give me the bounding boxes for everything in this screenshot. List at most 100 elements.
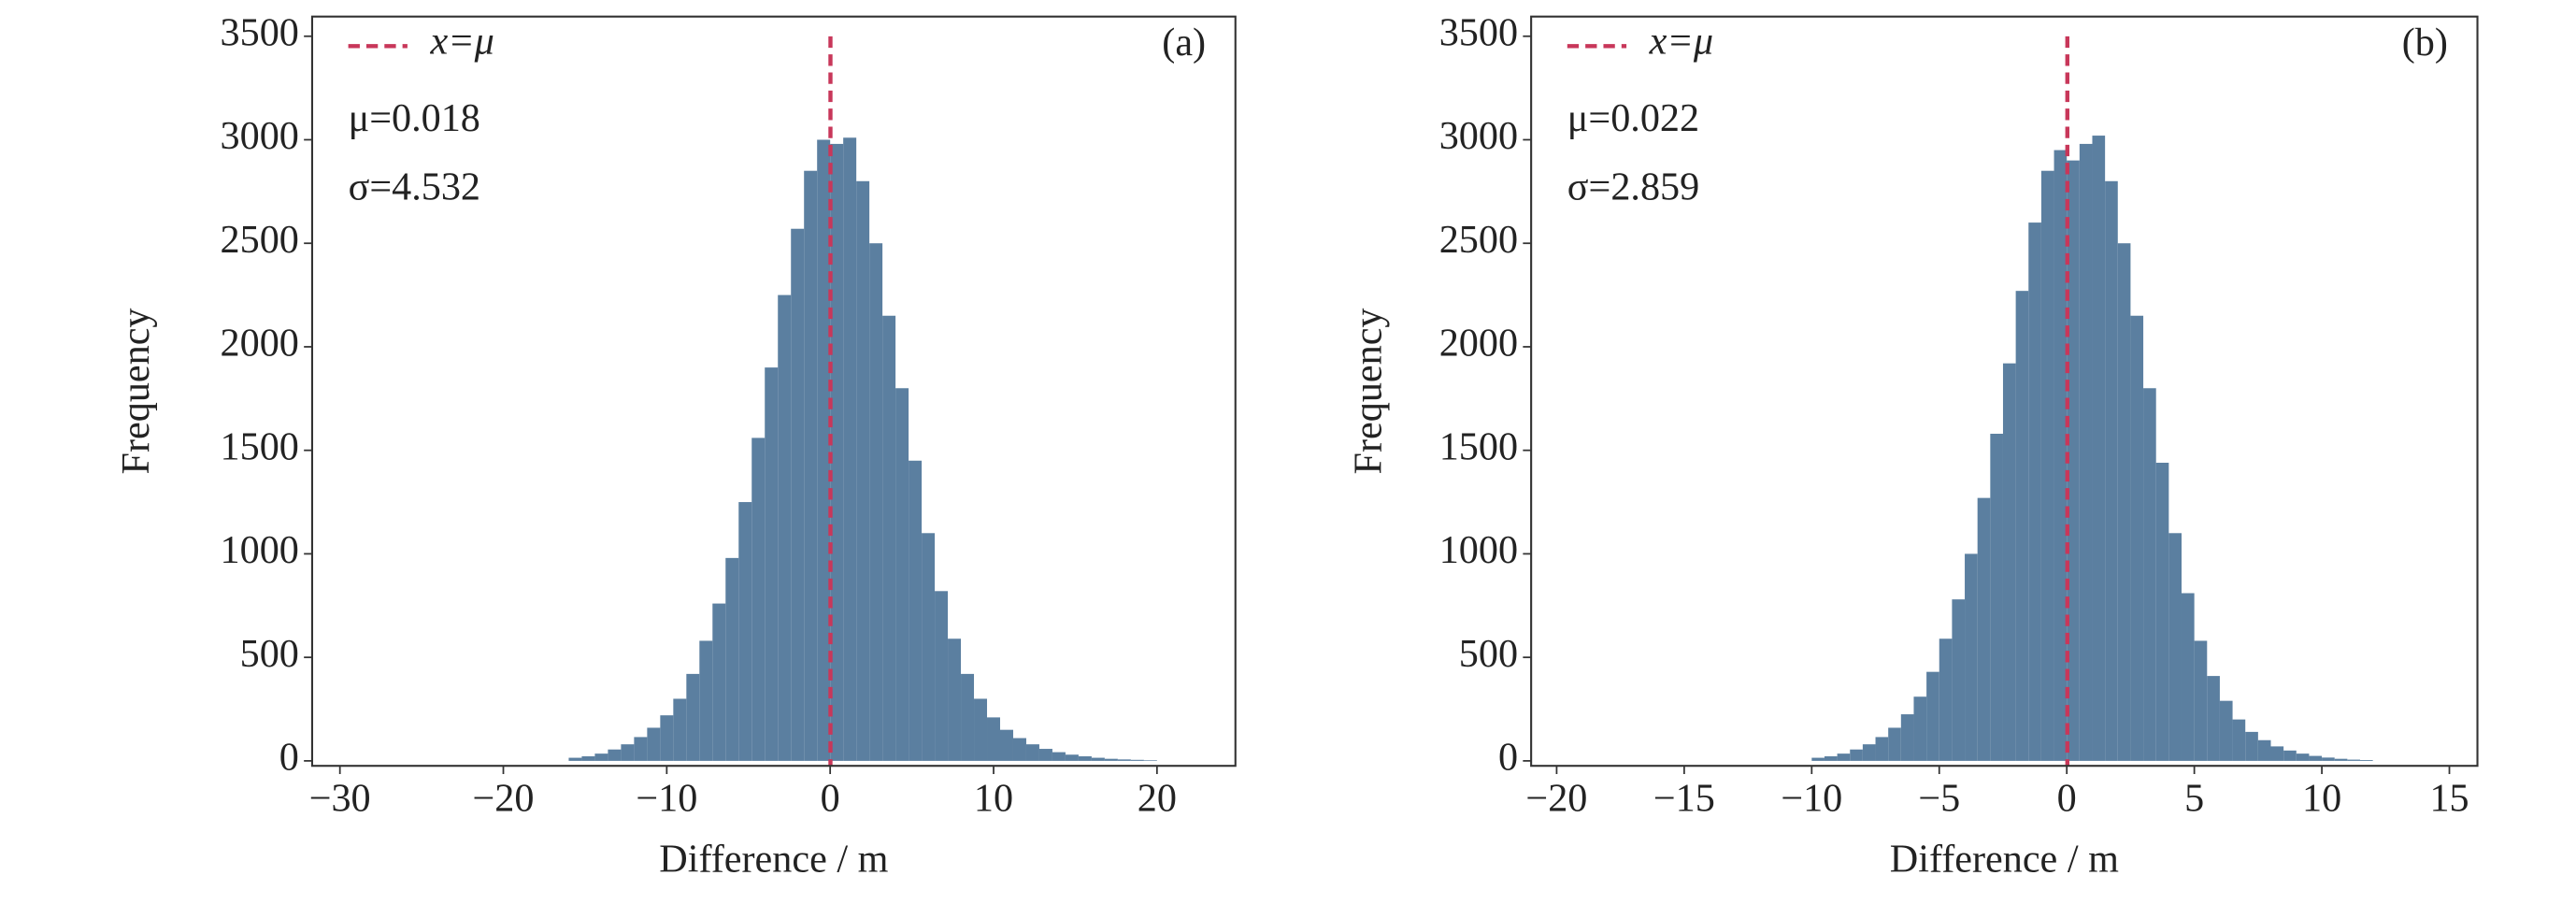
y-tick-label: 2000 [1439,322,1518,366]
bar [1875,737,1889,761]
bar [817,139,831,761]
bar [869,243,883,761]
bar [1837,753,1851,761]
bar [843,137,857,761]
bar [1888,727,1901,761]
x-axis-label: Difference / m [659,838,888,882]
bar [2117,243,2131,761]
bar [2002,363,2016,761]
bar [725,557,739,761]
bar [791,228,805,761]
bar [2040,170,2054,761]
bar [1065,754,1079,761]
bar [738,502,752,761]
bar [1850,749,1863,761]
bar [608,749,622,761]
bar [699,640,713,761]
bar [2245,731,2258,761]
y-tick-label: 0 [279,736,299,780]
y-tick-label: 3000 [1439,114,1518,158]
x-tick-label: −10 [1781,777,1842,821]
bar [922,533,936,761]
bar [581,756,595,761]
bar [765,367,779,761]
bar [935,591,949,761]
bar [948,639,962,761]
x-tick-label: 10 [2302,777,2341,821]
x-tick-label: 20 [1138,777,1177,821]
bar [660,715,674,761]
bar [1939,639,1953,761]
bar [2181,593,2195,761]
bar [647,727,661,761]
y-tick-label: 1000 [221,528,299,572]
panel-label: (b) [2402,21,2448,65]
plot-frame [310,15,1237,768]
annotation: σ=4.532 [349,165,480,209]
x-tick-label: 0 [821,777,840,821]
x-tick-label: 10 [974,777,1013,821]
bar [1990,433,2003,761]
legend-label: x=μ [1649,19,1713,63]
bar [2067,160,2080,761]
bar [1038,749,1052,761]
x-tick-label: −5 [1918,777,1960,821]
bar [1078,756,1092,761]
bar [2334,758,2348,761]
bar [882,315,896,761]
bar [2028,222,2041,761]
x-tick-label: −10 [636,777,697,821]
bar [1926,671,1939,761]
x-tick-label: 0 [2057,777,2077,821]
y-tick-label: 500 [1459,632,1518,676]
bar [712,603,726,761]
legend-label: x=μ [430,19,494,63]
x-tick-label: −30 [309,777,371,821]
bar [1143,760,1157,761]
x-axis-label: Difference / m [1890,838,2119,882]
y-tick-label: 3500 [221,10,299,54]
bar [568,757,582,761]
x-tick-label: −15 [1653,777,1715,821]
bar [1811,757,1825,761]
x-tick-label: 5 [2184,777,2204,821]
bar [621,744,635,761]
x-tick-label: 15 [2429,777,2469,821]
bar [1052,752,1066,761]
bar [1130,759,1144,761]
y-tick-label: 1500 [1439,424,1518,468]
bar [2015,291,2029,761]
bar [2219,700,2233,761]
bar [974,698,988,761]
bar [804,170,818,761]
bar [2257,739,2271,761]
bar [2079,143,2093,761]
bar [778,294,792,761]
bar [2194,640,2208,761]
x-tick-label: −20 [1525,777,1587,821]
bar [1965,553,1978,761]
y-tick-label: 3000 [221,114,299,158]
bar [1977,497,1991,761]
bar [2296,753,2310,761]
y-tick-label: 500 [240,632,299,676]
bar [2143,388,2156,761]
bar [2054,150,2068,761]
y-tick-label: 2500 [1439,218,1518,262]
bar [2347,759,2361,761]
bar [2232,719,2246,761]
bar [751,438,766,761]
y-axis-label: Frequency [114,308,158,474]
annotation: σ=2.859 [1567,165,1699,209]
bar [1012,738,1026,761]
plot-frame [1530,15,2479,768]
y-tick-label: 0 [1498,736,1518,780]
y-tick-label: 2000 [221,322,299,366]
bar [2309,755,2323,761]
bar [1025,744,1039,761]
bar [2092,136,2106,761]
bar [999,729,1013,761]
bar [2322,757,2335,761]
bar [1900,714,1914,761]
y-tick-label: 1000 [1439,528,1518,572]
